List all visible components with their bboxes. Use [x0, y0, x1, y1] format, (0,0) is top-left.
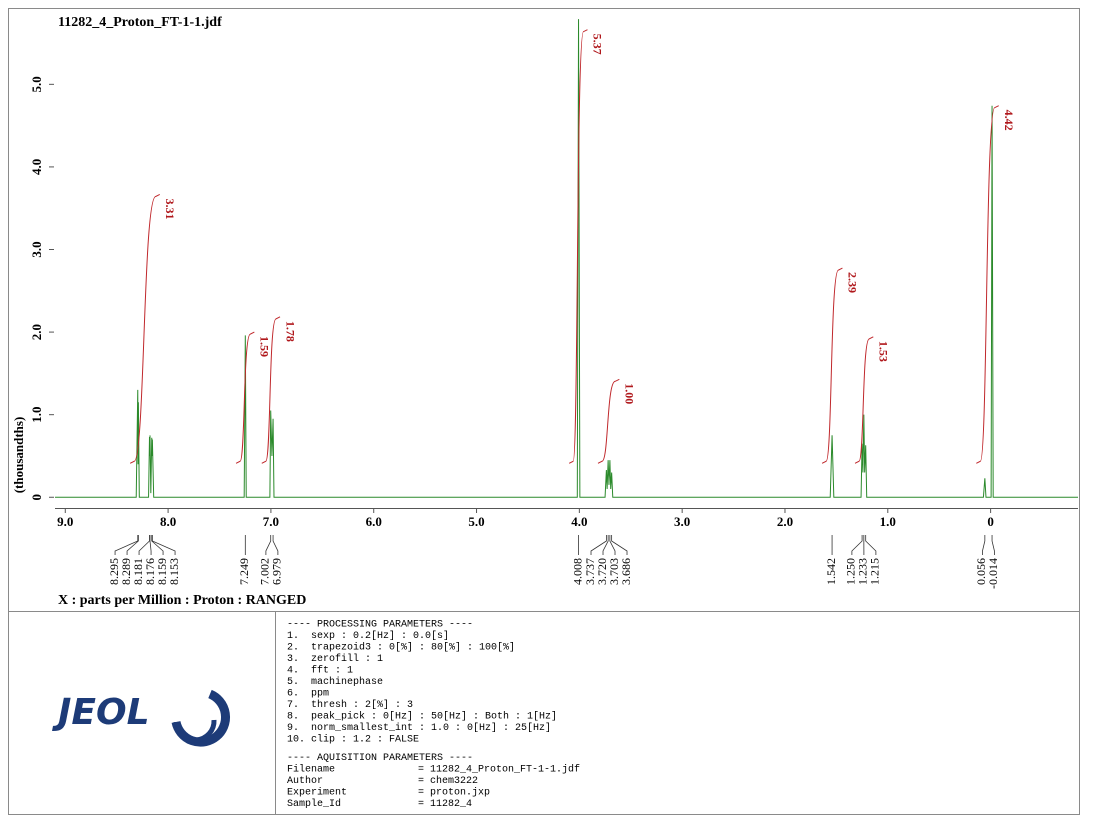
y-tick-label: 4.0 — [29, 159, 44, 175]
peak-leader — [609, 535, 616, 555]
integral-label: 1.53 — [877, 341, 891, 362]
param-line: 2. trapezoid3 : 0[%] : 80[%] : 100[%] — [287, 642, 515, 654]
peak-label: 1.233 — [856, 558, 870, 585]
param-value: = proton.jxp — [418, 787, 490, 799]
integral-label: 1.78 — [283, 321, 297, 342]
integral-curve — [261, 316, 281, 464]
param-line: 5. machinephase — [287, 676, 383, 688]
param-line: 3. zerofill : 1 — [287, 653, 383, 665]
integral-curve — [976, 105, 999, 464]
peak-label: 7.002 — [258, 558, 272, 585]
integral-curve — [597, 378, 620, 464]
logo-swoosh — [173, 719, 217, 743]
x-tick-label: 1.0 — [880, 514, 896, 529]
peak-label: 1.250 — [844, 558, 858, 585]
param-value: = 11282_4 — [418, 799, 472, 810]
y-tick-label: 0 — [29, 494, 44, 501]
x-tick-label: 4.0 — [571, 514, 587, 529]
peak-label: 3.703 — [607, 558, 621, 585]
title: 11282_4_Proton_FT-1-1.jdf — [58, 15, 222, 30]
y-tick-label: 2.0 — [29, 324, 44, 340]
logo-text: JEOL — [52, 692, 150, 733]
x-tick-label: 3.0 — [674, 514, 690, 529]
integral-label: 3.31 — [163, 198, 177, 219]
peak-label: 3.720 — [595, 558, 609, 585]
peak-label: 8.176 — [143, 558, 157, 585]
param-line: 9. norm_smallest_int : 1.0 : 0[Hz] : 25[… — [287, 722, 551, 734]
param-line: 6. ppm — [287, 689, 329, 700]
logo: JEOL — [52, 689, 231, 747]
y-axis-label: (thousandths) — [11, 417, 26, 494]
param-line: 1. sexp : 0.2[Hz] : 0.0[s] — [287, 630, 449, 642]
y-tick-label: 5.0 — [29, 76, 44, 92]
x-tick-label: 2.0 — [777, 514, 793, 529]
peak-label: 8.295 — [107, 558, 121, 585]
x-tick-label: 8.0 — [160, 514, 176, 529]
peak-leader — [611, 535, 628, 555]
peak-leader — [149, 535, 152, 555]
param-title: ---- PROCESSING PARAMETERS ---- — [287, 620, 473, 631]
integral-label: 4.42 — [1002, 110, 1016, 131]
param-line: 8. peak_pick : 0[Hz] : 50[Hz] : Both : 1… — [287, 711, 557, 723]
peak-label: 1.542 — [824, 558, 838, 585]
x-tick-label: 7.0 — [263, 514, 279, 529]
parameters: ---- PROCESSING PARAMETERS ----1. sexp :… — [287, 620, 580, 810]
x-axis-label: X : parts per Million : Proton : RANGED — [58, 593, 306, 608]
x-tick-label: 5.0 — [468, 514, 484, 529]
x-tick-label: 6.0 — [366, 514, 382, 529]
peak-leader — [151, 535, 176, 555]
param-value: = 11282_4_Proton_FT-1-1.jdf — [418, 764, 580, 776]
param-key: Sample_Id — [287, 798, 341, 810]
y-tick-label: 3.0 — [29, 241, 44, 257]
peak-leader — [126, 535, 139, 555]
param-line: 10. clip : 1.2 : FALSE — [287, 734, 419, 746]
integral-label: 5.37 — [591, 34, 605, 55]
frame — [8, 8, 1080, 815]
peak-label: 0.056 — [974, 558, 988, 585]
integral-curve — [235, 331, 255, 464]
peak-leader — [114, 535, 139, 555]
x-tick-label: 9.0 — [57, 514, 73, 529]
peak-label: 7.249 — [237, 558, 251, 585]
y-tick-label: 1.0 — [29, 407, 44, 423]
param-title: ---- AQUISITION PARAMETERS ---- — [287, 753, 473, 764]
peak-leader — [272, 535, 279, 555]
param-line: 7. thresh : 2[%] : 3 — [287, 699, 413, 711]
integral-curve — [821, 267, 843, 464]
peak-label: 8.159 — [155, 558, 169, 585]
peak-label: 8.289 — [119, 558, 133, 585]
peak-leader — [590, 535, 607, 555]
peak-label: 8.181 — [131, 558, 145, 585]
peak-leader — [151, 535, 164, 555]
peak-leader — [265, 535, 272, 555]
param-line: 4. fft : 1 — [287, 665, 353, 677]
param-key: Author — [287, 775, 323, 787]
spectrum-line — [55, 19, 1078, 498]
integral-curve — [854, 336, 874, 464]
peak-leader — [982, 535, 986, 555]
integral-curve — [568, 29, 588, 464]
peak-label: 1.215 — [868, 558, 882, 585]
param-key: Experiment — [287, 787, 347, 799]
peak-leader — [138, 535, 150, 555]
peak-leader — [991, 535, 995, 555]
peak-leader — [602, 535, 609, 555]
peak-label: 3.737 — [583, 558, 597, 585]
peak-label: 6.979 — [270, 558, 284, 585]
peak-leader — [851, 535, 863, 555]
peak-label: 4.008 — [570, 558, 584, 585]
integral-label: 1.00 — [623, 383, 637, 404]
integral-curve — [129, 194, 160, 464]
integral-label: 1.59 — [258, 336, 272, 357]
peak-label: -0.014 — [986, 558, 1000, 589]
peak-label: 3.686 — [619, 558, 633, 585]
param-key: Filename — [287, 764, 335, 776]
peak-leader — [865, 535, 877, 555]
param-value: = chem3222 — [418, 775, 478, 787]
x-tick-label: 0 — [987, 514, 994, 529]
peak-label: 8.153 — [167, 558, 181, 585]
integral-label: 2.39 — [846, 272, 860, 293]
